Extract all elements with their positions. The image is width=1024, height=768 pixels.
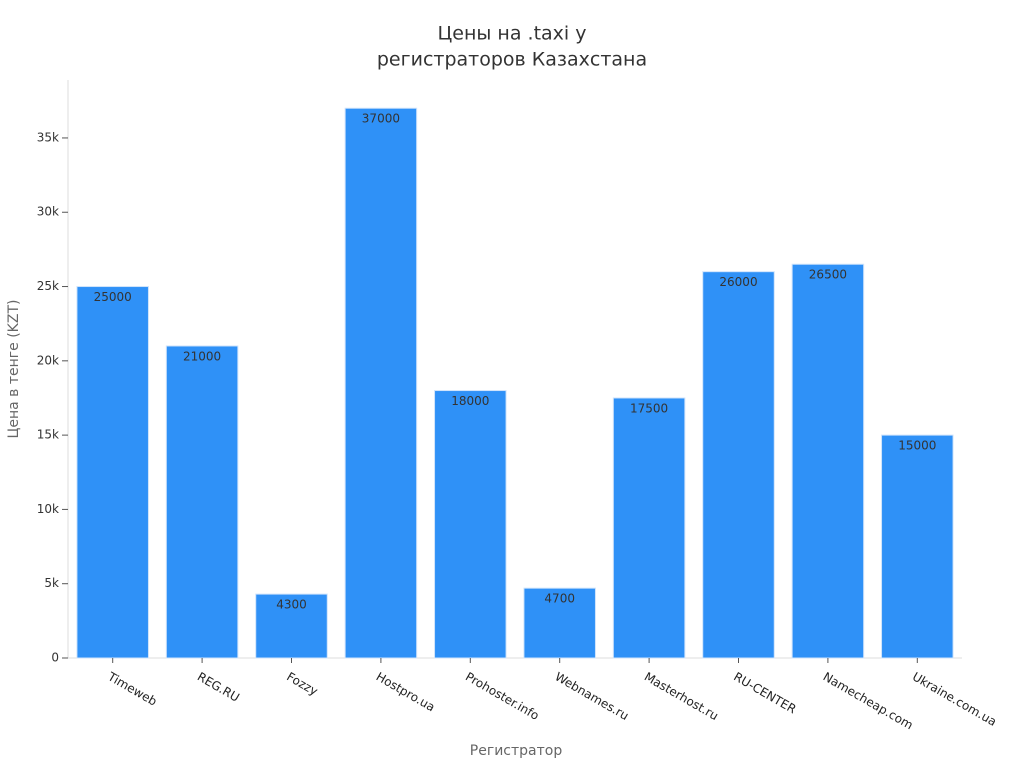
bar: [76, 286, 149, 659]
x-tick-label: Timeweb: [105, 669, 160, 709]
bar: [434, 390, 507, 659]
x-tick-label: RU-CENTER: [731, 670, 798, 717]
y-tick-label: 35k: [37, 130, 59, 144]
x-axis-label: Регистратор: [470, 743, 563, 759]
value-label: 4700: [544, 592, 575, 606]
bar: [344, 107, 418, 659]
y-tick-label: 20k: [37, 353, 59, 367]
x-tick-label: Namecheap.com: [821, 670, 916, 733]
value-label: 25000: [94, 290, 132, 304]
chart-title: регистраторов Казахстана: [377, 49, 647, 71]
x-tick-label: Ukraine.com.ua: [910, 670, 999, 729]
value-label: 18000: [451, 394, 489, 408]
value-label: 17500: [630, 401, 668, 415]
bar: [791, 263, 865, 659]
bar: [165, 345, 239, 659]
chart-title: Цены на .taxi у: [438, 23, 587, 45]
y-tick-label: 30k: [37, 205, 59, 219]
value-label: 15000: [898, 439, 936, 453]
y-axis-label: Цена в тенге (KZT): [6, 300, 22, 439]
x-tick-label: Fozzy: [284, 670, 320, 699]
bar: [255, 593, 328, 659]
y-tick-label: 5k: [44, 576, 59, 590]
x-tick-label: Webnames.ru: [552, 670, 631, 724]
value-label: 4300: [276, 598, 307, 612]
x-tick-label: Prohoster.info: [463, 670, 541, 723]
bar: [702, 271, 775, 659]
value-label: 21000: [183, 349, 221, 363]
y-tick-label: 10k: [37, 502, 59, 516]
bar: [612, 397, 686, 659]
value-label: 26000: [719, 275, 757, 289]
x-tick-label: Hostpro.ua: [374, 670, 438, 715]
value-label: 26500: [809, 268, 847, 282]
bar: [881, 434, 954, 659]
y-tick-label: 15k: [37, 428, 59, 442]
bar: [523, 587, 596, 659]
y-tick-label: 25k: [37, 279, 59, 293]
x-tick-label: REG.RU: [195, 670, 242, 705]
y-tick-label: 0: [51, 651, 59, 665]
value-label: 37000: [362, 112, 400, 126]
x-tick-label: Masterhost.ru: [642, 670, 721, 724]
